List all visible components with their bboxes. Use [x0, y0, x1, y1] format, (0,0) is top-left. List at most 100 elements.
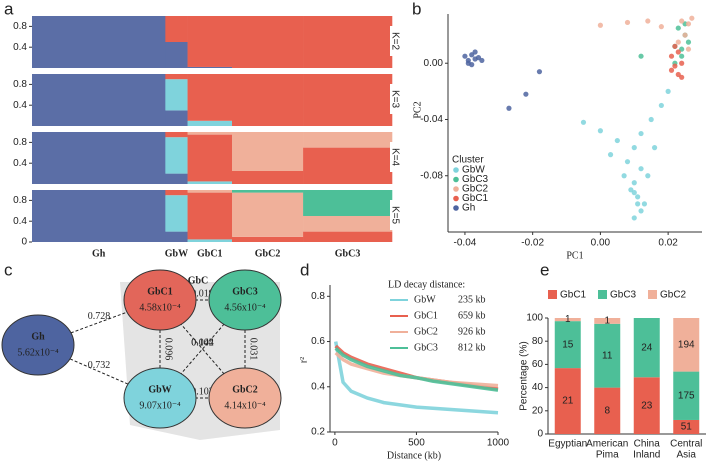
point	[679, 60, 685, 66]
ancestry-segment	[232, 190, 304, 193]
point	[641, 201, 648, 207]
x-tick-label: Central	[670, 439, 702, 450]
legend-label: GbC1	[462, 193, 489, 204]
ancestry-segment	[303, 16, 393, 68]
panel-label: d	[300, 260, 309, 279]
point	[665, 88, 671, 94]
point	[506, 105, 512, 111]
ancestry-segment	[303, 216, 393, 232]
node-value: 9.07x10⁻⁴	[139, 400, 181, 411]
node	[208, 269, 282, 331]
x-tick-label: American	[586, 439, 628, 450]
legend-swatch	[598, 290, 607, 299]
legend-distance: 659 kb	[458, 310, 486, 321]
ancestry-segment	[32, 74, 166, 126]
ancestry-segment	[187, 239, 233, 242]
x-axis-label: Distance (kb)	[387, 450, 441, 461]
bar-segment	[633, 318, 660, 378]
point	[685, 39, 692, 45]
ancestry-segment	[165, 42, 188, 68]
ancestry-segment	[232, 16, 304, 68]
node-value: 4.58x10⁻⁴	[139, 302, 181, 313]
edge-label: 0.732	[88, 360, 111, 371]
point	[682, 32, 688, 38]
legend-distance: 926 kb	[458, 326, 486, 337]
k-label-bg	[390, 142, 400, 172]
bar-segment	[673, 371, 700, 420]
point	[679, 74, 685, 80]
ancestry-segment	[187, 132, 233, 135]
legend-label: GbC2	[462, 184, 489, 195]
node	[1, 314, 75, 376]
bar-segment	[633, 377, 660, 434]
count-label: 21	[562, 396, 574, 407]
y-tick-label: 0.8	[13, 79, 27, 90]
legend-label: GbC3	[462, 174, 489, 185]
x-tick-label: -0.04	[454, 238, 477, 249]
ancestry-segment	[232, 236, 304, 242]
y-tick-label: 0.2	[311, 427, 325, 438]
panel-label: c	[4, 260, 13, 279]
ancestry-segment	[187, 181, 233, 184]
ancestry-segment	[165, 74, 188, 80]
point	[635, 201, 641, 207]
node-name: GbC3	[232, 286, 258, 297]
ancestry-segment	[165, 195, 188, 232]
group-label: GbC1	[197, 248, 223, 259]
ancestry-segment	[165, 110, 188, 126]
ancestry-segment	[165, 173, 188, 184]
legend-swatch	[453, 205, 459, 211]
ancestry-segment	[232, 192, 304, 237]
point	[621, 173, 627, 179]
bar-segment	[594, 387, 621, 434]
edge-label: 0.728	[88, 311, 111, 322]
k-label-bg	[390, 26, 400, 56]
legend-label: GbW	[462, 165, 485, 176]
point	[648, 116, 654, 123]
point	[635, 194, 641, 200]
edge-label: 0.044	[191, 337, 214, 348]
bar-segment	[554, 321, 581, 369]
k-label: K=3	[389, 90, 400, 109]
count-label: 51	[681, 422, 693, 433]
bar-segment	[554, 318, 581, 322]
y-tick-label: 40	[532, 382, 544, 393]
node	[208, 367, 282, 429]
count-label: 175	[678, 390, 695, 401]
ancestry-segment	[232, 171, 304, 184]
point	[645, 173, 651, 179]
point	[472, 49, 478, 55]
ancestry-segment	[165, 137, 188, 174]
x-tick-label: 0	[332, 438, 338, 449]
point	[469, 62, 475, 68]
y-tick-label: -0.04	[420, 114, 443, 125]
y-tick-label: 0.8	[13, 195, 27, 206]
legend-swatch	[548, 290, 557, 299]
point	[668, 67, 675, 73]
x-tick-label: Pima	[596, 450, 619, 461]
ancestry-segment	[303, 132, 393, 148]
bar-segment	[594, 318, 621, 324]
k-label: K=5	[389, 206, 400, 225]
node-name: GbC2	[232, 384, 258, 395]
legend-label: GbC2	[660, 290, 687, 301]
group-label: GbW	[165, 248, 188, 259]
y-tick-label: 0.4	[13, 158, 27, 169]
y-tick-label: 60	[532, 359, 544, 370]
legend-swatch	[453, 195, 459, 202]
ancestry-segment	[165, 231, 188, 242]
y-tick-label: 0.00	[424, 58, 444, 69]
x-tick-label: 1000	[487, 438, 510, 449]
ancestry-segment	[32, 16, 166, 68]
ancestry-segment	[187, 134, 233, 182]
edge-label: 0.019	[191, 288, 214, 299]
node-value: 4.14x10⁻⁴	[224, 400, 266, 411]
y-axis-label: r²	[298, 357, 309, 363]
point	[479, 57, 485, 64]
point	[462, 53, 468, 59]
ancestry-segment	[232, 132, 304, 171]
point	[668, 53, 675, 59]
point	[624, 19, 631, 26]
point	[658, 102, 664, 109]
y-tick-label: 0.4	[13, 42, 27, 53]
